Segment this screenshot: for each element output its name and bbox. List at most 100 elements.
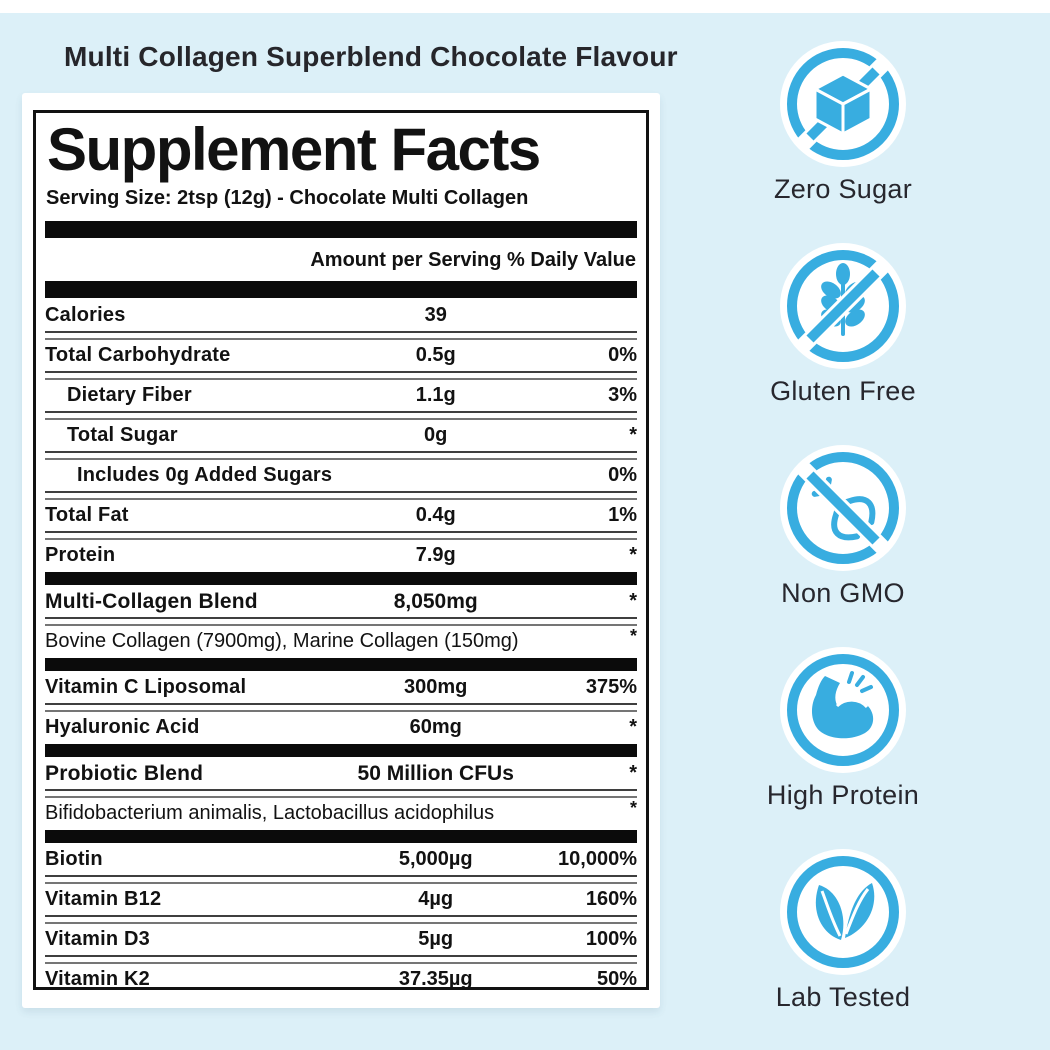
nutrient-amount: 7.9g: [415, 544, 456, 567]
row-separator: [45, 451, 637, 461]
nutrient-name: Hyaluronic Acid: [45, 716, 200, 739]
row-separator: [45, 491, 637, 501]
nutrient-row-total-carbohydrate: Total Carbohydrate 0.5g 0%: [45, 340, 637, 371]
nutrient-daily-value: *: [629, 424, 637, 447]
nutrient-daily-value: 375%: [585, 676, 637, 699]
nutrient-name: Vitamin K2: [45, 968, 150, 990]
blend-ingredients-row: Bovine Collagen (7900mg), Marine Collage…: [45, 626, 637, 657]
label-border: Supplement Facts Serving Size: 2tsp (12g…: [33, 110, 649, 990]
nutrient-row-vitamin-d3: Vitamin D3 5µg 100%: [45, 924, 637, 955]
nutrient-row-total-sugar: Total Sugar 0g *: [45, 420, 637, 451]
nutrient-amount: 5µg: [418, 928, 454, 951]
nutrient-amount: 39: [424, 304, 447, 327]
nutrient-row-protein: Protein 7.9g *: [45, 540, 637, 571]
nutrient-name: Multi-Collagen Blend: [45, 589, 258, 613]
no-sugar-cube-icon: [780, 41, 906, 167]
top-white-strip: [0, 0, 1050, 13]
nutrient-row-biotin: Biotin 5,000µg 10,000%: [45, 844, 637, 875]
row-separator: [45, 875, 637, 885]
row-separator: [45, 531, 637, 541]
nutrient-row-added-sugars: Includes 0g Added Sugars 0%: [45, 460, 637, 491]
row-separator: [45, 789, 637, 799]
nutrient-row-vitamin-k2: Vitamin K2 37.35µg 50%: [45, 964, 637, 990]
supplement-facts-heading: Supplement Facts: [47, 116, 541, 183]
badge-high-protein: High Protein: [723, 646, 963, 811]
nutrient-daily-value: 100%: [585, 928, 637, 951]
nutrient-daily-value: *: [629, 590, 637, 613]
nutrient-name: Vitamin D3: [45, 928, 150, 951]
nutrient-amount: 4µg: [418, 888, 454, 911]
blend-ingredients-text: Bovine Collagen (7900mg), Marine Collage…: [45, 630, 519, 653]
nutrient-amount: 300mg: [404, 676, 468, 699]
row-separator: [45, 955, 637, 965]
nutrient-name: Dietary Fiber: [67, 384, 192, 407]
nutrient-amount: 60mg: [409, 716, 462, 739]
nutrient-amount: 8,050mg: [393, 589, 478, 613]
nutrient-row-dietary-fiber: Dietary Fiber 1.1g 3%: [45, 380, 637, 411]
nutrient-row-vitamin-b12: Vitamin B12 4µg 160%: [45, 884, 637, 915]
nutrient-daily-value: 50%: [596, 968, 637, 990]
badge-label: Gluten Free: [770, 376, 916, 406]
bicep-icon: [780, 647, 906, 773]
nutrient-daily-value: *: [629, 798, 637, 819]
nutrient-amount: 0.4g: [415, 504, 456, 527]
nutrient-name: Probiotic Blend: [45, 761, 204, 785]
nutrient-daily-value: 1%: [608, 504, 637, 527]
nutrient-daily-value: 160%: [585, 888, 637, 911]
nutrient-row-vitamin-c: Vitamin C Liposomal 300mg 375%: [45, 672, 637, 703]
columns-header: Amount per Serving % Daily Value: [310, 249, 636, 272]
nutrient-row-hyaluronic-acid: Hyaluronic Acid 60mg *: [45, 712, 637, 743]
no-wheat-icon: [780, 243, 906, 369]
supplement-facts-panel: Supplement Facts Serving Size: 2tsp (12g…: [22, 93, 660, 1008]
nutrient-name: Includes 0g Added Sugars: [77, 464, 333, 487]
serving-size-line: Serving Size: 2tsp (12g) - Chocolate Mul…: [46, 187, 529, 210]
badge-lab-tested: Lab Tested: [723, 848, 963, 1013]
divider-bar: [45, 221, 637, 239]
nutrient-name: Calories: [45, 304, 126, 327]
row-separator: [45, 371, 637, 381]
nutrient-row-multi-collagen-blend: Multi-Collagen Blend 8,050mg *: [45, 586, 637, 617]
nutrient-amount: 0.5g: [415, 344, 456, 367]
badge-label: High Protein: [766, 780, 920, 810]
nutrient-name: Vitamin B12: [45, 888, 162, 911]
row-separator: [45, 703, 637, 713]
row-separator: [45, 915, 637, 925]
nutrient-name: Total Carbohydrate: [45, 344, 231, 367]
nutrient-daily-value: *: [629, 762, 637, 785]
nutrient-amount: 5,000µg: [398, 848, 473, 871]
nutrient-daily-value: 3%: [608, 384, 637, 407]
badge-gluten-free: Gluten Free: [723, 242, 963, 407]
no-dna-icon: [780, 445, 906, 571]
nutrient-amount: 1.1g: [415, 384, 456, 407]
nutrient-daily-value: *: [629, 716, 637, 739]
row-separator: [45, 331, 637, 341]
nutrient-name: Total Sugar: [67, 424, 178, 447]
section-divider-bar: [45, 658, 637, 672]
section-divider-bar: [45, 830, 637, 844]
nutrient-name: Vitamin C Liposomal: [45, 676, 247, 699]
nutrient-daily-value: 10,000%: [558, 848, 637, 871]
badge-label: Zero Sugar: [773, 174, 913, 204]
nutrient-daily-value: 0%: [608, 464, 637, 487]
badge-zero-sugar: Zero Sugar: [723, 40, 963, 205]
section-divider-bar: [45, 572, 637, 586]
probiotic-strains-text: Bifidobacterium animalis, Lactobacillus …: [45, 802, 495, 825]
nutrient-row-total-fat: Total Fat 0.4g 1%: [45, 500, 637, 531]
nutrient-amount: 37.35µg: [398, 968, 473, 990]
section-divider-bar: [45, 744, 637, 758]
probiotic-strains-row: Bifidobacterium animalis, Lactobacillus …: [45, 798, 637, 829]
nutrient-amount: 50 Million CFUs: [357, 761, 514, 785]
badge-label: Non GMO: [781, 578, 905, 608]
badge-label: Lab Tested: [775, 982, 911, 1012]
nutrient-row-probiotic-blend: Probiotic Blend 50 Million CFUs *: [45, 758, 637, 789]
nutrient-daily-value: *: [629, 626, 637, 647]
nutrient-daily-value: 0%: [608, 344, 637, 367]
page-title: Multi Collagen Superblend Chocolate Flav…: [64, 41, 678, 72]
badge-non-gmo: Non GMO: [723, 444, 963, 609]
row-separator: [45, 617, 637, 627]
nutrient-name: Protein: [45, 544, 116, 567]
row-separator: [45, 411, 637, 421]
badges-column: Zero Sugar Gluten Free: [723, 0, 963, 1050]
nutrient-daily-value: *: [629, 544, 637, 567]
nutrient-amount: 0g: [424, 424, 448, 447]
